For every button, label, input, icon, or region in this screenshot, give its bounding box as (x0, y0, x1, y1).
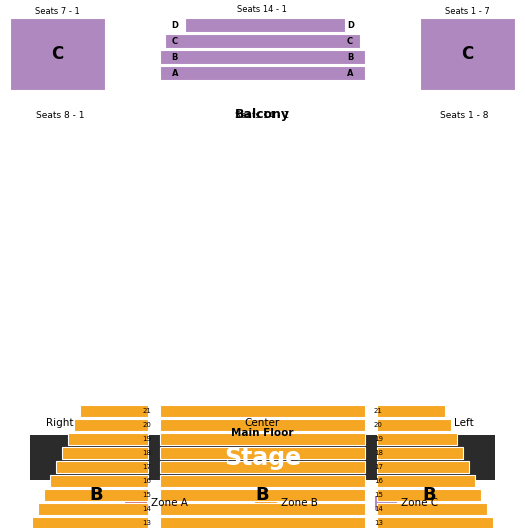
Text: Zone B: Zone B (281, 498, 318, 508)
Text: 18: 18 (374, 450, 383, 456)
Text: 17: 17 (374, 464, 383, 470)
Text: B: B (172, 52, 178, 61)
Bar (377, 461, 469, 473)
Text: 15: 15 (142, 492, 151, 498)
Text: C: C (172, 36, 178, 45)
Text: 21: 21 (374, 408, 383, 414)
Text: 17: 17 (142, 464, 151, 470)
Text: 15: 15 (374, 492, 383, 498)
Text: 13: 13 (142, 520, 151, 526)
Text: Main Floor: Main Floor (231, 428, 293, 438)
Bar (80, 405, 148, 417)
Bar (377, 405, 445, 417)
Text: Center: Center (244, 418, 280, 428)
Text: B: B (422, 486, 436, 504)
Bar (56, 461, 148, 473)
Bar (377, 517, 493, 528)
Text: Seats 1 - 7: Seats 1 - 7 (445, 7, 490, 16)
Text: 16: 16 (374, 478, 383, 484)
Text: A: A (347, 69, 353, 78)
Text: Left: Left (454, 418, 474, 428)
Bar (160, 447, 365, 459)
Bar (160, 489, 365, 501)
Text: Zone C: Zone C (401, 498, 438, 508)
Text: 18: 18 (142, 450, 151, 456)
Text: 20: 20 (142, 422, 151, 428)
Bar (377, 489, 481, 501)
Bar (185, 18, 345, 32)
Bar (62, 447, 148, 459)
Bar (377, 419, 451, 431)
Bar (160, 461, 365, 473)
Text: A: A (172, 69, 178, 78)
Text: D: D (347, 21, 354, 30)
Bar (160, 433, 365, 445)
Text: C: C (461, 45, 474, 63)
Bar (377, 475, 475, 487)
Text: 19: 19 (374, 436, 383, 442)
Bar (165, 34, 360, 48)
Text: Balcony: Balcony (235, 108, 289, 121)
Text: 13: 13 (374, 520, 383, 526)
Text: B: B (256, 486, 269, 504)
Text: Right: Right (46, 418, 74, 428)
Bar (30, 435, 495, 480)
Bar (10, 18, 105, 90)
Bar (377, 433, 457, 445)
Text: Seats 1 - 8: Seats 1 - 8 (440, 111, 488, 120)
Text: Seats 14 - 1: Seats 14 - 1 (237, 5, 287, 14)
Bar (38, 503, 148, 515)
Text: Zone A: Zone A (151, 498, 188, 508)
Text: Seats 14 - 1: Seats 14 - 1 (235, 111, 289, 120)
Text: Seats 7 - 1: Seats 7 - 1 (35, 7, 80, 16)
Text: C: C (51, 45, 64, 63)
Text: 14: 14 (142, 506, 151, 512)
Bar (160, 405, 365, 417)
Text: B: B (347, 52, 353, 61)
Text: Stage: Stage (224, 446, 301, 469)
Bar (50, 475, 148, 487)
Text: D: D (171, 21, 178, 30)
Bar (160, 419, 365, 431)
Bar (74, 419, 148, 431)
Text: 20: 20 (374, 422, 383, 428)
Bar (68, 433, 148, 445)
Bar (255, 496, 277, 510)
Bar (160, 475, 365, 487)
Bar (160, 503, 365, 515)
Text: 19: 19 (142, 436, 151, 442)
Bar (160, 50, 365, 64)
Bar (377, 447, 463, 459)
Text: 14: 14 (374, 506, 383, 512)
Bar (125, 496, 147, 510)
Text: C: C (347, 36, 353, 45)
Text: 21: 21 (142, 408, 151, 414)
Text: Seats 8 - 1: Seats 8 - 1 (36, 111, 84, 120)
Text: B: B (89, 486, 103, 504)
Text: 16: 16 (142, 478, 151, 484)
Bar (32, 517, 148, 528)
Bar (375, 496, 397, 510)
Bar (160, 66, 365, 80)
Bar (420, 18, 515, 90)
Bar (44, 489, 148, 501)
Bar (377, 503, 487, 515)
Bar (160, 517, 365, 528)
